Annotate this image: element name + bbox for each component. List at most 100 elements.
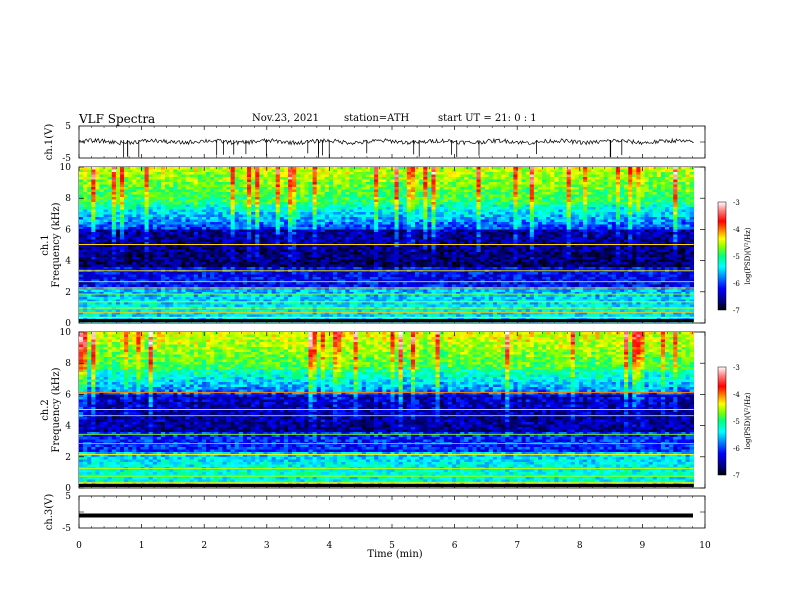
spectrogram-cell	[201, 217, 207, 220]
spectrogram-cell	[300, 234, 305, 238]
spectrogram-cell	[308, 204, 313, 208]
spectrogram-cell	[201, 237, 207, 240]
spectrogram-cell	[83, 172, 88, 175]
spectrogram-cell	[337, 212, 342, 215]
spectrogram-cell	[464, 192, 469, 195]
spectrogram-cell	[91, 214, 96, 218]
spectrogram-cell	[328, 217, 334, 220]
spectrogram-cell	[419, 234, 424, 238]
spectrogram-cell	[300, 229, 305, 233]
spectrogram-cell	[378, 219, 383, 223]
spectrogram-cell	[197, 227, 203, 230]
spectrogram-cell	[451, 209, 457, 213]
spectrogram-cell	[681, 209, 686, 213]
spectrogram-cell	[337, 187, 342, 190]
spectrogram-cell	[95, 224, 100, 228]
spectrogram-cell	[550, 172, 555, 175]
spectrogram-cell	[201, 202, 207, 205]
spectrogram-cell	[304, 202, 309, 205]
spectrogram-cell	[99, 222, 104, 225]
spectrogram-cell	[398, 227, 404, 230]
spectrogram-cell	[648, 169, 654, 173]
spectrogram-cell	[546, 199, 551, 203]
spectrogram-cell	[431, 174, 436, 178]
spectrogram-cell	[206, 182, 211, 185]
spectrogram-cell	[488, 177, 494, 180]
spectrogram-cell	[124, 232, 129, 235]
spectrogram-cell	[406, 212, 412, 215]
spectrogram-cell	[689, 247, 695, 250]
spectrogram-cell	[439, 224, 445, 228]
spectrogram-cell	[259, 219, 264, 223]
spectrogram-cell	[337, 169, 342, 173]
spectrogram-cell	[521, 204, 527, 208]
spectrogram-cell	[181, 227, 186, 230]
spectrogram-cell	[206, 204, 211, 208]
spectrogram-cell	[587, 194, 592, 198]
spectrogram-cell	[603, 204, 608, 208]
spectrogram-cell	[595, 177, 600, 180]
spectrogram-cell	[611, 234, 617, 238]
spectrogram-cell	[480, 182, 486, 185]
spectrogram-cell	[95, 177, 100, 180]
spectrogram-cell	[132, 214, 137, 218]
spectrogram-cell	[607, 232, 613, 235]
spectrogram-cell	[410, 242, 416, 245]
spectrogram-cell	[546, 169, 551, 173]
spectrogram-cell	[492, 212, 498, 215]
spectrogram-cell	[607, 227, 613, 230]
spectrogram-cell	[255, 189, 260, 193]
spectrogram-cell	[660, 207, 666, 210]
spectrogram-cell	[304, 219, 309, 223]
spectrogram-cell	[394, 189, 399, 193]
spectrogram-cell	[427, 224, 432, 228]
spectrogram-cell	[689, 222, 695, 225]
spectrogram-cell	[99, 184, 104, 188]
spectrogram-cell	[550, 244, 555, 248]
spectrogram-cell	[542, 199, 547, 203]
spectrogram-cell	[173, 202, 178, 205]
spectrogram-cell	[677, 179, 682, 183]
spectrogram-cell	[685, 219, 690, 223]
spectrogram-cell	[468, 214, 473, 218]
spectrogram-cell	[505, 242, 510, 245]
spectrogram-cell	[115, 224, 121, 228]
spectrogram-cell	[238, 244, 244, 248]
spectrogram-cell	[599, 234, 604, 238]
spectrogram-cell	[320, 182, 326, 185]
spectrogram-cell	[95, 249, 100, 253]
spectrogram-cell	[173, 234, 178, 238]
spectrogram-cell	[525, 229, 531, 233]
spectrogram-cell	[554, 192, 559, 195]
spectrogram-cell	[234, 244, 240, 248]
spectrogram-cell	[140, 234, 145, 238]
spectrogram-cell	[484, 242, 490, 245]
spectrogram-cell	[152, 189, 158, 193]
spectrogram-cell	[148, 199, 154, 203]
spectrogram-cell	[283, 244, 289, 248]
spectrogram-cell	[644, 207, 649, 210]
spectrogram-cell	[390, 197, 395, 200]
spectrogram-cell	[160, 169, 166, 173]
spectrogram-cell	[288, 189, 293, 193]
spectrogram-cell	[189, 242, 195, 245]
spectrogram-cell	[87, 237, 92, 240]
spectrogram-cell	[283, 229, 289, 233]
spectrogram-cell	[333, 179, 338, 183]
spectrogram-cell	[349, 232, 354, 235]
spectrogram-cell	[533, 169, 539, 173]
spectrogram-cell	[83, 194, 88, 198]
spectrogram-cell	[95, 199, 100, 203]
spectrogram-cell	[292, 219, 297, 223]
spectrogram-cell	[611, 209, 617, 213]
spectrogram-cell	[546, 222, 551, 225]
spectrogram-cell	[484, 232, 490, 235]
spectrogram-cell	[538, 189, 543, 193]
spectrogram-cell	[275, 207, 281, 210]
spectrogram-cell	[624, 167, 629, 170]
spectrogram-cell	[476, 184, 481, 188]
spectrogram-cell	[296, 174, 301, 178]
spectrogram-cell	[497, 189, 502, 193]
spectrogram-cell	[410, 239, 416, 243]
